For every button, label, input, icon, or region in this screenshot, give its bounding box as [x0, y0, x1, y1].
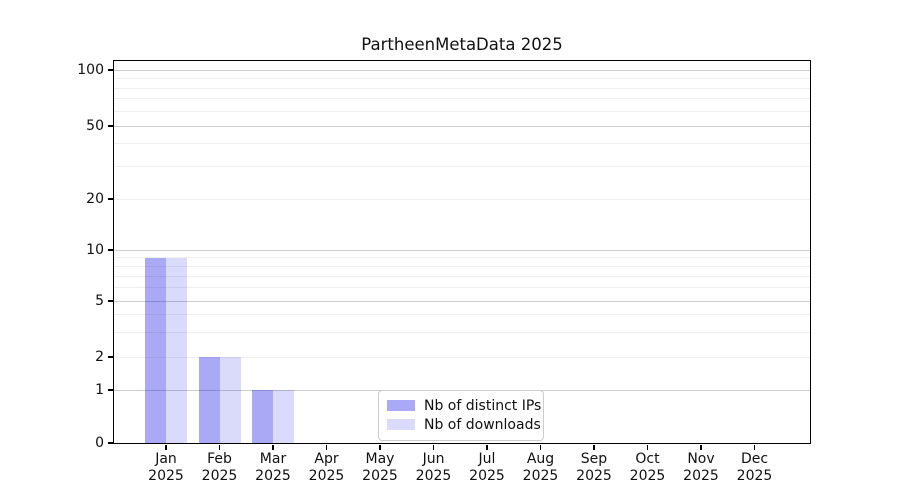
y-tick-label: 10: [86, 242, 104, 258]
legend-swatch-downloads-icon: [387, 419, 415, 430]
x-tick-month: May: [365, 451, 395, 467]
x-tick-month: Sep: [580, 451, 608, 467]
x-tick-year: 2025: [469, 468, 505, 484]
y-tick-mark: [108, 389, 113, 391]
minor-gridline: [114, 265, 810, 267]
minor-gridline: [114, 87, 810, 89]
y-tick-mark: [108, 300, 113, 302]
x-tick-mark: [593, 444, 595, 450]
x-tick-mark: [646, 444, 649, 450]
x-tick-year: 2025: [308, 468, 345, 484]
plot-area: [114, 61, 810, 443]
legend-swatch-distinct-ips-icon: [387, 400, 415, 411]
x-tick-month: Dec: [740, 451, 769, 467]
minor-gridline: [114, 257, 810, 259]
minor-gridline: [114, 78, 810, 79]
x-tick-mark: [700, 444, 702, 450]
x-tick-label: Mar 2025: [241, 451, 305, 485]
x-tick-year: 2025: [201, 468, 238, 484]
x-tick-year: 2025: [576, 468, 612, 484]
x-tick-year: 2025: [148, 468, 184, 484]
x-tick-label: May 2025: [348, 451, 412, 485]
bar-distinct-ips-jan: [145, 257, 166, 443]
major-gridline: [114, 125, 810, 127]
minor-gridline: [114, 98, 810, 100]
y-tick-label: 2: [95, 349, 104, 365]
x-tick-month: Jul: [478, 451, 496, 467]
minor-gridline: [114, 314, 810, 316]
legend-label-distinct-ips: Nb of distinct IPs: [424, 397, 542, 414]
major-gridline: [114, 300, 810, 302]
x-tick-month: Feb: [207, 451, 232, 467]
y-tick-label: 20: [86, 191, 104, 207]
x-tick-year: 2025: [255, 468, 291, 484]
y-tick-mark: [108, 249, 113, 251]
y-tick-mark: [108, 125, 113, 127]
minor-gridline: [114, 110, 810, 112]
x-tick-year: 2025: [522, 468, 559, 484]
minor-gridline: [114, 331, 810, 333]
major-gridline: [114, 69, 810, 71]
x-tick-year: 2025: [362, 468, 398, 484]
x-tick-mark: [486, 444, 488, 450]
x-tick-mark: [325, 444, 328, 450]
x-tick-month: Jan: [155, 451, 177, 467]
x-tick-month: Apr: [314, 451, 339, 467]
legend-item-distinct-ips: Nb of distinct IPs: [387, 396, 541, 415]
x-tick-mark: [218, 444, 221, 450]
minor-gridline: [114, 198, 810, 200]
x-tick-year: 2025: [629, 468, 666, 484]
bar-downloads-feb: [219, 357, 241, 443]
x-tick-mark: [165, 444, 167, 450]
minor-gridline: [114, 287, 810, 289]
x-tick-label: Sep 2025: [562, 451, 626, 485]
x-tick-mark: [272, 444, 274, 450]
x-tick-month: Aug: [526, 451, 555, 467]
x-tick-label: Feb 2025: [188, 451, 252, 485]
minor-gridline: [114, 166, 810, 168]
bar-distinct-ips-mar: [252, 390, 273, 443]
bar-downloads-mar: [273, 390, 294, 443]
y-tick-mark: [108, 442, 113, 444]
y-tick-mark: [108, 198, 113, 200]
x-tick-label: Apr 2025: [295, 451, 359, 485]
x-tick-month: Oct: [635, 451, 660, 467]
bar-downloads-jan: [166, 257, 187, 443]
chart-title: PartheenMetaData 2025: [361, 35, 563, 54]
minor-gridline: [114, 275, 810, 277]
legend: Nb of distinct IPs Nb of downloads: [378, 390, 544, 441]
legend-item-downloads: Nb of downloads: [387, 415, 541, 434]
minor-gridline: [114, 356, 810, 358]
x-tick-label: Oct 2025: [616, 451, 680, 485]
minor-gridline: [114, 143, 810, 145]
x-tick-mark: [753, 444, 756, 450]
x-tick-label: Dec 2025: [723, 451, 787, 485]
x-tick-label: Jun 2025: [402, 451, 466, 485]
x-tick-mark: [432, 444, 435, 450]
y-tick-label: 5: [95, 293, 104, 309]
major-gridline: [114, 249, 810, 251]
x-tick-label: Nov 2025: [669, 451, 733, 485]
x-tick-year: 2025: [683, 468, 719, 484]
y-tick-label: 50: [86, 118, 104, 134]
x-tick-mark: [379, 444, 381, 450]
x-tick-month: Jun: [422, 451, 445, 467]
y-tick-label: 1: [95, 382, 104, 398]
y-tick-mark: [108, 356, 113, 358]
y-tick-label: 0: [95, 435, 104, 451]
x-tick-label: Jul 2025: [455, 451, 519, 485]
bar-distinct-ips-feb: [198, 357, 220, 443]
x-tick-label: Aug 2025: [509, 451, 573, 485]
x-tick-year: 2025: [736, 468, 773, 484]
x-tick-mark: [539, 444, 542, 450]
x-tick-label: Jan 2025: [134, 451, 198, 485]
x-tick-month: Nov: [687, 451, 715, 467]
legend-label-downloads: Nb of downloads: [424, 416, 541, 433]
x-tick-month: Mar: [259, 451, 287, 467]
y-tick-label: 100: [77, 62, 104, 78]
y-tick-mark: [108, 69, 113, 71]
x-tick-year: 2025: [415, 468, 452, 484]
